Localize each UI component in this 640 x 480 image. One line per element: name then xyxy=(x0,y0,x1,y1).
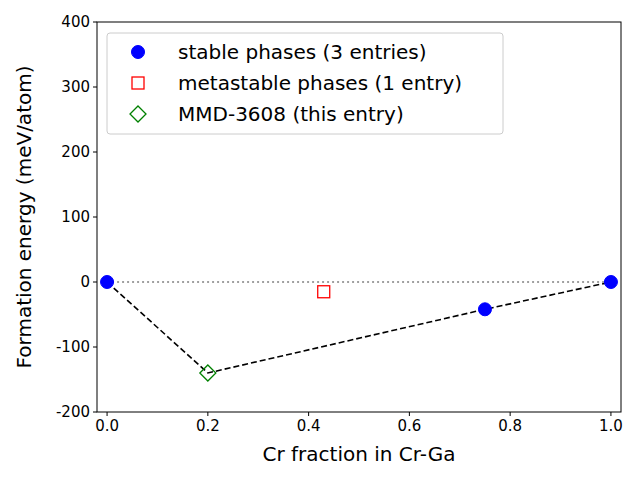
x-tick xyxy=(510,412,511,416)
legend-box xyxy=(107,33,503,134)
plot-area xyxy=(101,276,618,382)
line xyxy=(107,282,611,373)
point xyxy=(604,276,617,289)
y-tick-label: -100 xyxy=(56,338,90,356)
x-tick xyxy=(107,412,108,416)
y-tick-label: 300 xyxy=(61,78,90,96)
point xyxy=(318,286,330,298)
x-tick-label: 0.6 xyxy=(397,417,421,435)
y-tick xyxy=(93,87,97,88)
x-tick xyxy=(207,412,208,416)
x-tick-label: 1.0 xyxy=(599,417,623,435)
legend-label: MMD-3608 (this entry) xyxy=(178,102,404,126)
y-tick xyxy=(93,217,97,218)
y-tick xyxy=(93,22,97,23)
chart: 0.0 0.2 0.4 0.6 0.8 1.0 -200 -100 0 100 200 300 400 C… xyxy=(0,0,640,480)
y-tick xyxy=(93,412,97,413)
y-axis-label: Formation energy (meV/atom) xyxy=(12,66,36,369)
legend-label: stable phases (3 entries) xyxy=(178,40,427,64)
legend: stable phases (3 entries) metastable phas… xyxy=(107,33,503,134)
legend-marker xyxy=(132,77,144,89)
legend-label: metastable phases (1 entry) xyxy=(178,71,462,95)
y-tick-label: 100 xyxy=(61,208,90,226)
frame xyxy=(97,22,621,412)
x-tick-label: 0.4 xyxy=(297,417,321,435)
line xyxy=(107,281,611,283)
y-tick-label: 200 xyxy=(61,143,90,161)
x-tick xyxy=(308,412,309,416)
x-axis-label: Cr fraction in Cr-Ga xyxy=(263,442,456,466)
x-tick-label: 0.2 xyxy=(196,417,220,435)
legend-marker xyxy=(132,46,145,59)
x-tick-label: 0.0 xyxy=(95,417,119,435)
x-tick xyxy=(409,412,410,416)
y-tick-label: -200 xyxy=(56,403,90,421)
y-tick-label: 400 xyxy=(61,13,90,31)
point xyxy=(478,303,491,316)
y-tick xyxy=(93,282,97,283)
x-tick-label: 0.8 xyxy=(498,417,522,435)
legend-marker xyxy=(130,106,146,122)
y-tick-label: 0 xyxy=(80,273,90,291)
x-tick xyxy=(610,412,611,416)
y-tick xyxy=(93,347,97,348)
point xyxy=(101,276,114,289)
point xyxy=(200,365,216,381)
y-tick xyxy=(93,152,97,153)
